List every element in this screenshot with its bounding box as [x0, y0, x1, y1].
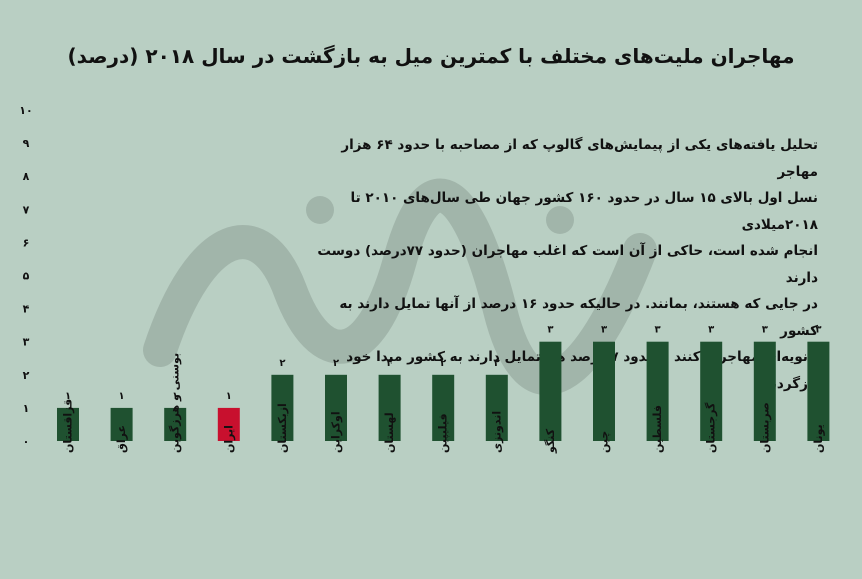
data-label: ۲: [440, 358, 446, 369]
bar: [325, 374, 347, 441]
x-tick-label: ایران: [222, 425, 235, 453]
x-tick-label: کنگو: [544, 428, 557, 454]
x-tick-label: لهستان: [383, 412, 396, 453]
bars-group: [57, 341, 830, 441]
bar: [57, 407, 79, 441]
data-label: ۲: [333, 358, 339, 369]
y-tick-label: ۳: [23, 336, 30, 349]
y-axis: ۰ ۱ ۲ ۳ ۴ ۵ ۶ ۷ ۸ ۹ ۱۰: [19, 104, 32, 448]
x-tick-label: گرجستان: [705, 402, 718, 453]
bar: [807, 341, 830, 441]
bar: [700, 341, 723, 441]
y-tick-label: ۱: [23, 402, 30, 415]
x-tick-label: فیلیپین: [437, 413, 450, 453]
chart-title: مهاجران ملیت‌های مختلف با کمترین میل به …: [67, 44, 795, 68]
x-tick-label: فلسطین: [651, 405, 664, 453]
bar: [378, 374, 401, 441]
data-label: ۳: [815, 325, 821, 336]
value-labels: ۱ ۱ ۱ ۱ ۲ ۲ ۲ ۲ ۲ ۳ ۳ ۳ ۳ ۳ ۳: [65, 325, 822, 402]
data-label: ۳: [601, 325, 607, 336]
y-tick-label: ۷: [23, 203, 30, 216]
y-tick-label: ۱۰: [19, 104, 32, 117]
bar: [485, 374, 508, 441]
y-tick-label: ۵: [23, 270, 30, 283]
y-tick-label: ۸: [23, 170, 30, 183]
data-label: ۳: [655, 325, 661, 336]
x-tick-label: چین: [598, 431, 611, 453]
bar: [646, 341, 669, 441]
x-tick-label: اوکراین: [330, 411, 343, 453]
data-label: ۱: [65, 391, 71, 402]
data-label: ۳: [762, 325, 768, 336]
x-tick-label: صربستان: [758, 402, 771, 453]
x-tick-label: قزاقستان: [62, 399, 75, 453]
data-label: ۲: [494, 358, 500, 369]
bar: [164, 407, 187, 441]
y-tick-label: ۹: [23, 137, 30, 150]
y-tick-label: ۰: [23, 435, 30, 448]
data-label: ۳: [547, 325, 553, 336]
x-axis: قزاقستان عراق بوسنی و هرزگوین ایران ازبکستان…: [62, 353, 825, 454]
bar: [593, 341, 615, 441]
bar: [753, 341, 776, 441]
x-tick-label: عراق: [115, 425, 128, 453]
data-label: ۲: [279, 358, 285, 369]
bar: [110, 407, 133, 441]
data-label: ۱: [172, 391, 178, 402]
data-label: ۱: [119, 391, 125, 402]
x-tick-label: بوسنی و هرزگوین: [169, 353, 182, 453]
x-tick-label: یونان: [812, 424, 825, 453]
bar: [271, 374, 294, 441]
x-tick-label: ازبکستان: [276, 403, 289, 453]
bar: [432, 374, 455, 441]
data-label: ۳: [708, 325, 714, 336]
data-label: ۱: [226, 391, 232, 402]
data-label: ۲: [387, 358, 393, 369]
y-tick-label: ۴: [23, 303, 30, 316]
bar: [539, 341, 562, 441]
y-tick-label: ۲: [23, 369, 30, 382]
x-tick-label: اندونزی: [490, 411, 503, 453]
y-tick-label: ۶: [23, 236, 30, 249]
bar: [217, 407, 240, 441]
